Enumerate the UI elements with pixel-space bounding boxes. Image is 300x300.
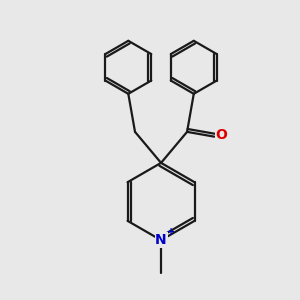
Text: O: O — [216, 128, 227, 142]
Text: N: N — [155, 233, 167, 247]
Text: +: + — [167, 227, 175, 237]
